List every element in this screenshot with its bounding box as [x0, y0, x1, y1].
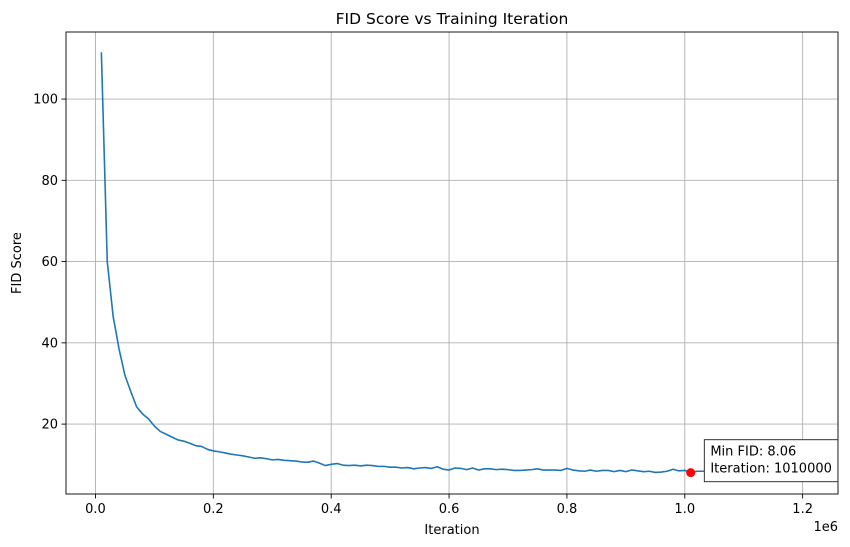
x-tick-label: 1.0	[674, 502, 695, 517]
annotation-layer: Min FID: 8.06 Iteration: 1010000	[703, 439, 839, 483]
y-tick-label: 40	[41, 336, 58, 351]
y-tick-label: 100	[33, 93, 58, 108]
x-axis-offset-text: 1e6	[813, 520, 838, 535]
x-tick-label: 0.4	[321, 502, 342, 517]
annotation-iteration: Iteration: 1010000	[710, 462, 832, 477]
fid-series-line	[100, 52, 803, 474]
line-layer	[100, 52, 803, 478]
plot-frame	[65, 31, 839, 495]
x-tick-label: 1.2	[792, 502, 813, 517]
x-axis-label: Iteration	[424, 523, 479, 538]
x-tick-label: 0.0	[85, 502, 106, 517]
annotation-min-fid: Min FID: 8.06	[710, 445, 796, 460]
y-tick-label: 20	[41, 418, 58, 433]
y-tick-label: 60	[41, 255, 58, 270]
ticks-layer: 0.0 0.2 0.4 0.6 0.8 1.0 1.2 20 40 60 80 100	[33, 93, 813, 517]
min-fid-annotation-box	[703, 439, 839, 483]
x-tick-label: 0.8	[557, 502, 578, 517]
x-tick-label: 0.6	[439, 502, 460, 517]
chart-title: FID Score vs Training Iteration	[336, 10, 569, 28]
y-tick-label: 80	[41, 174, 58, 189]
grid-layer	[66, 32, 838, 494]
y-axis-label: FID Score	[10, 232, 25, 294]
min-fid-point	[686, 468, 696, 478]
x-tick-label: 0.2	[203, 502, 224, 517]
